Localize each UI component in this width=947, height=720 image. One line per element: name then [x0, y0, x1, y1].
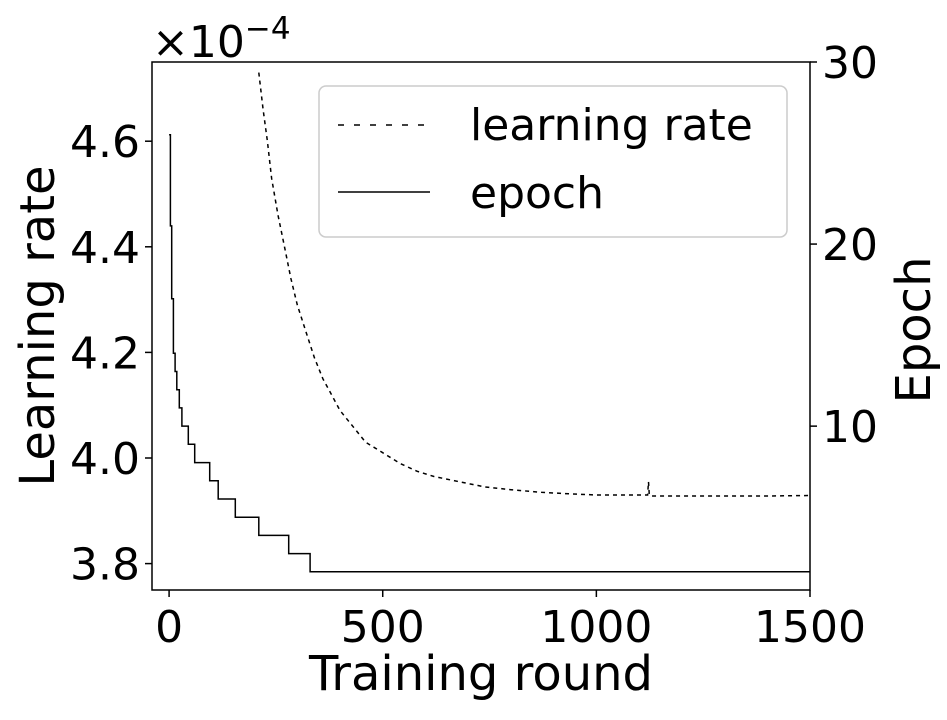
y-multiplier-base: ×10 — [152, 17, 245, 68]
y-right-tick-label: 30 — [822, 38, 878, 89]
series-line-epoch — [169, 134, 810, 573]
y-tick-label: 4.4 — [70, 223, 140, 274]
x-tick-label: 0 — [155, 602, 183, 653]
y-right-tick-label: 10 — [822, 402, 878, 453]
y-tick-label: 4.2 — [70, 328, 140, 379]
y-axis-label: Learning rate — [10, 165, 66, 486]
legend: learning rate epoch — [318, 85, 788, 238]
x-axis-label: Training round — [308, 646, 653, 702]
y-tick-label: 4.0 — [70, 434, 140, 485]
x-tick-label: 1000 — [540, 602, 652, 653]
legend-label-learning-rate: learning rate — [470, 100, 753, 151]
y-multiplier-exponent: −4 — [245, 11, 291, 47]
legend-box — [318, 85, 788, 238]
y-tick-label: 3.8 — [70, 540, 140, 591]
plot-frame — [151, 61, 811, 591]
y-multiplier: ×10−4 — [152, 11, 291, 68]
x-tick-label: 1500 — [754, 602, 866, 653]
y-tick-label: 4.6 — [70, 117, 140, 168]
y-axis-left: 3.8 4.0 4.2 4.4 4.6 — [70, 117, 152, 591]
legend-label-epoch: epoch — [470, 168, 604, 219]
y-axis-right-label: Epoch — [886, 257, 942, 404]
plot-area — [169, 72, 811, 573]
y-right-tick-label: 20 — [822, 220, 878, 271]
x-tick-label: 500 — [341, 602, 425, 653]
x-axis: 0 500 1000 1500 — [155, 590, 866, 653]
y-axis-right: 10 20 30 — [810, 38, 878, 453]
series-line-learning-rate — [258, 72, 811, 497]
